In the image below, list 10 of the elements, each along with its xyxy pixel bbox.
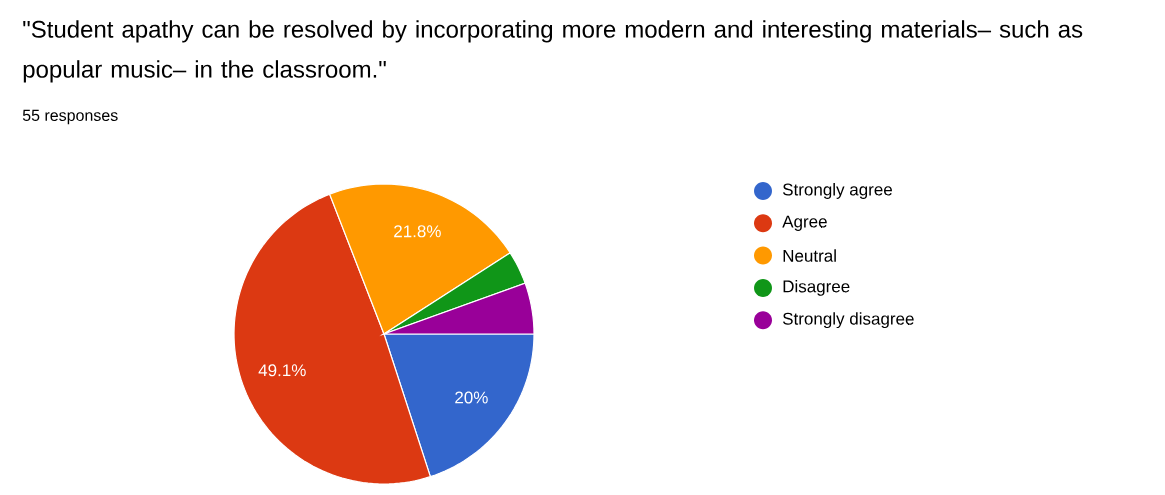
legend-label: Strongly disagree: [782, 312, 914, 329]
data-label: 21.8%: [394, 225, 441, 238]
chart-title: "Student apathy can be resolved by incorporating more modern and interesting materials– such as popular music– in the classroom.": [23, 20, 1083, 83]
legend-label: Agree: [782, 215, 827, 231]
legend-label: Disagree: [783, 279, 850, 296]
legend-label: Neutral: [783, 249, 836, 262]
data-label: 49.1%: [258, 364, 306, 377]
text: 55 responses: [22, 109, 118, 125]
legend-label: Strongly agree: [782, 183, 892, 199]
data-label: 20%: [455, 391, 488, 404]
